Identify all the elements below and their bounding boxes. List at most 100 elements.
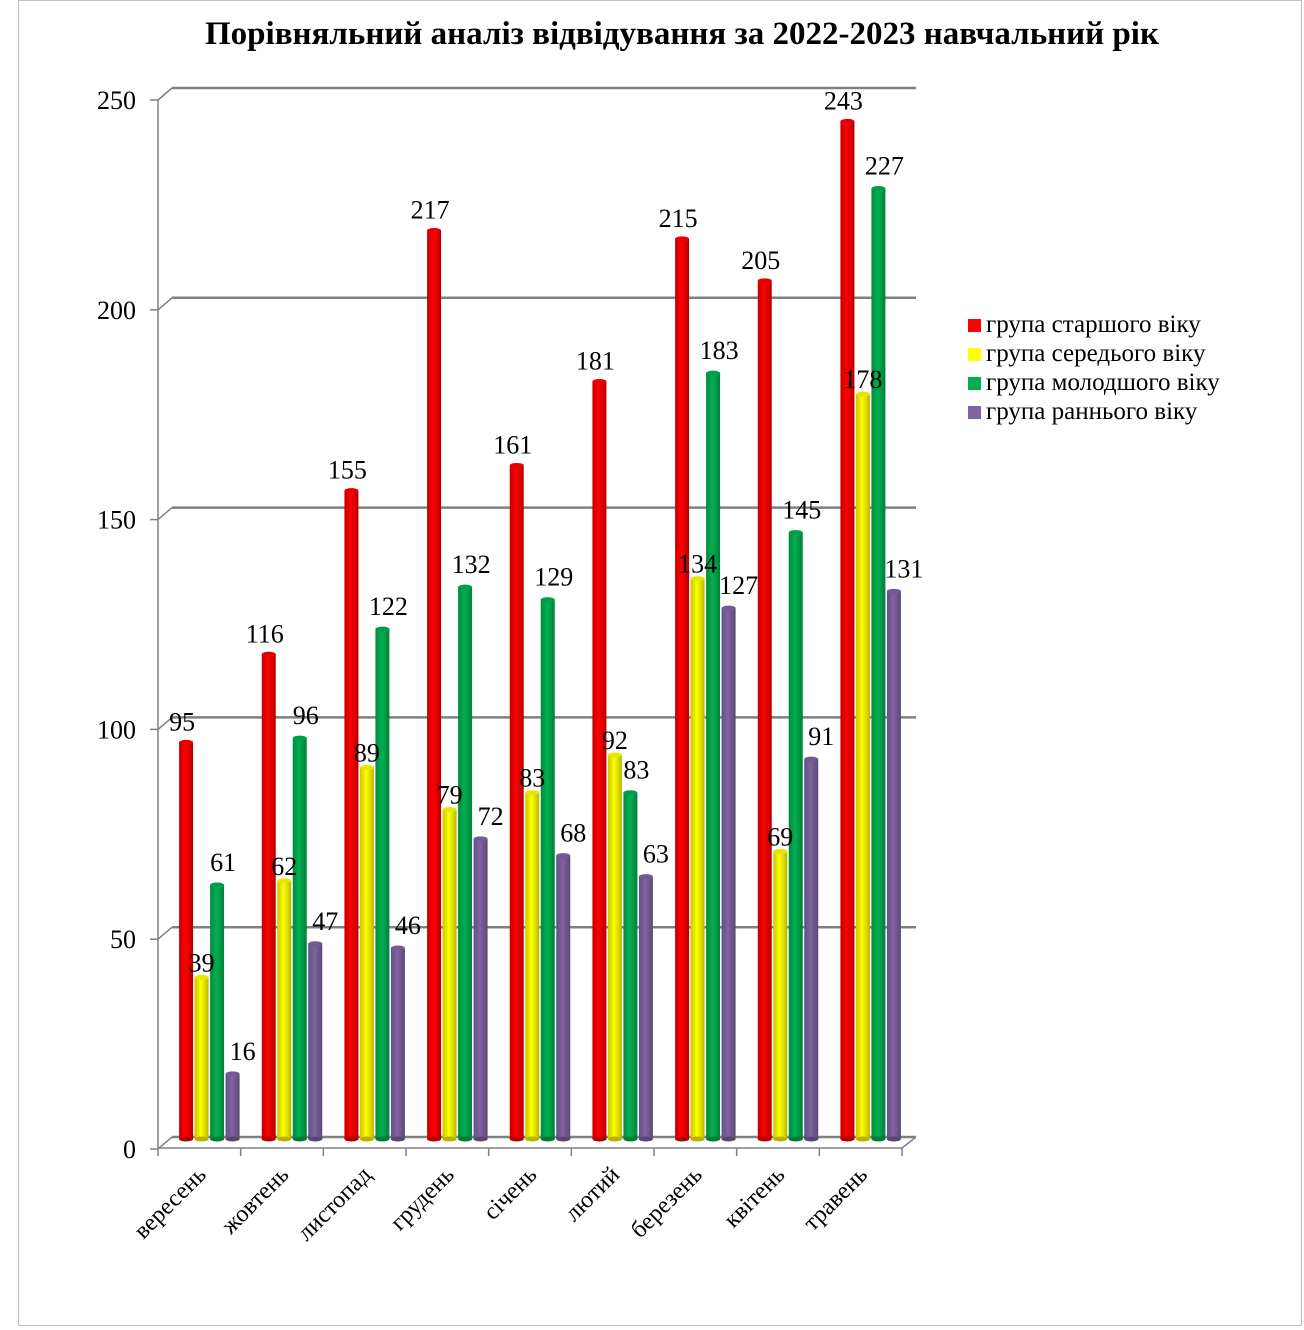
data-label: 122 [369, 592, 408, 621]
legend-label: група раннього віку [986, 398, 1198, 425]
legend-label: група старшого віку [986, 311, 1201, 338]
bar [277, 878, 292, 1142]
gridline-depth [157, 87, 173, 101]
data-label: 131 [884, 554, 923, 583]
y-tick-label: 50 [110, 925, 136, 954]
legend-swatch [968, 348, 981, 361]
data-label: 95 [169, 707, 195, 736]
bar [886, 588, 901, 1142]
legend-swatch [968, 377, 981, 390]
bar [556, 853, 571, 1142]
x-tick-label: березень [626, 1162, 708, 1244]
bar [442, 807, 457, 1142]
bar [359, 765, 374, 1142]
data-label: 129 [534, 563, 573, 592]
bar [721, 605, 736, 1142]
gridline-depth [157, 507, 173, 521]
data-label: 69 [767, 822, 793, 851]
data-label: 155 [328, 456, 367, 485]
x-tick-label: жовтень [216, 1162, 294, 1240]
x-axis-depth [901, 1136, 917, 1149]
legend-label: група молодшого віку [986, 369, 1220, 396]
data-label: 183 [700, 336, 739, 365]
data-label: 16 [230, 1037, 256, 1066]
legend-item: група раннього віку [968, 398, 1198, 425]
bar [638, 874, 653, 1142]
data-label: 116 [246, 619, 284, 648]
legend-swatch [968, 406, 981, 419]
data-label: 227 [865, 152, 904, 181]
bar [344, 488, 359, 1142]
bar [675, 236, 690, 1142]
x-tick-label: лютий [560, 1162, 625, 1227]
bar [690, 576, 705, 1142]
data-label: 91 [808, 722, 834, 751]
data-label: 46 [395, 911, 421, 940]
gridline-depth [157, 1136, 173, 1150]
bar [390, 945, 405, 1142]
data-label: 132 [452, 550, 491, 579]
y-tick-label: 100 [97, 715, 136, 744]
y-tick-label: 200 [97, 296, 136, 325]
data-label: 205 [741, 246, 780, 275]
bar [773, 848, 788, 1142]
data-label: 178 [843, 365, 882, 394]
data-label: 161 [493, 430, 532, 459]
x-tick-label: січень [479, 1162, 543, 1226]
legend-label: група середього віку [986, 340, 1206, 367]
x-tick-label: листопад [293, 1162, 377, 1246]
bar [375, 626, 390, 1142]
data-label: 92 [602, 726, 628, 755]
bar [261, 651, 276, 1142]
bar [592, 379, 607, 1142]
data-label: 83 [623, 756, 649, 785]
data-label: 83 [519, 764, 545, 793]
bar [225, 1071, 240, 1142]
bar [706, 370, 721, 1142]
data-label: 89 [354, 739, 380, 768]
data-label: 181 [576, 347, 615, 376]
x-tick-label: вересень [129, 1162, 211, 1244]
legend-item: група молодшого віку [968, 369, 1220, 396]
data-label: 63 [643, 840, 669, 869]
data-label: 62 [271, 852, 297, 881]
bar-layer [179, 118, 901, 1142]
bar [473, 836, 488, 1142]
x-tick-label: травень [799, 1162, 873, 1236]
bar [194, 974, 209, 1142]
bar [540, 597, 555, 1142]
bar [757, 278, 772, 1142]
bar [607, 752, 622, 1142]
y-tick-label: 250 [97, 86, 136, 115]
bar [871, 186, 886, 1142]
gridline-depth [157, 716, 173, 730]
legend-item: група старшого віку [968, 311, 1201, 338]
legend-item: група середього віку [968, 340, 1206, 367]
y-tick-label: 150 [97, 506, 136, 535]
gridline-depth [157, 926, 173, 940]
data-label: 61 [210, 848, 236, 877]
data-label: 243 [824, 86, 863, 115]
y-tick-label: 0 [123, 1135, 136, 1164]
legend-swatch [968, 319, 981, 332]
bar [427, 227, 442, 1142]
bar [292, 735, 307, 1142]
bar [840, 118, 855, 1142]
data-label: 68 [560, 819, 586, 848]
x-tick-label: квітень [719, 1162, 790, 1233]
data-label: 47 [312, 907, 338, 936]
data-label: 79 [437, 781, 463, 810]
x-tick-label: грудень [386, 1162, 460, 1236]
bar [179, 739, 194, 1142]
bar [525, 790, 540, 1142]
data-label: 72 [478, 802, 504, 831]
bar [210, 882, 225, 1142]
data-label: 145 [782, 496, 821, 525]
bar [308, 941, 323, 1142]
data-label: 217 [411, 195, 450, 224]
label-layer: 9511615521716118121520524339628979839213… [169, 86, 923, 1065]
chart-title: Порівняльний аналіз відвідування за 2022… [205, 16, 1159, 52]
bar [788, 530, 803, 1142]
